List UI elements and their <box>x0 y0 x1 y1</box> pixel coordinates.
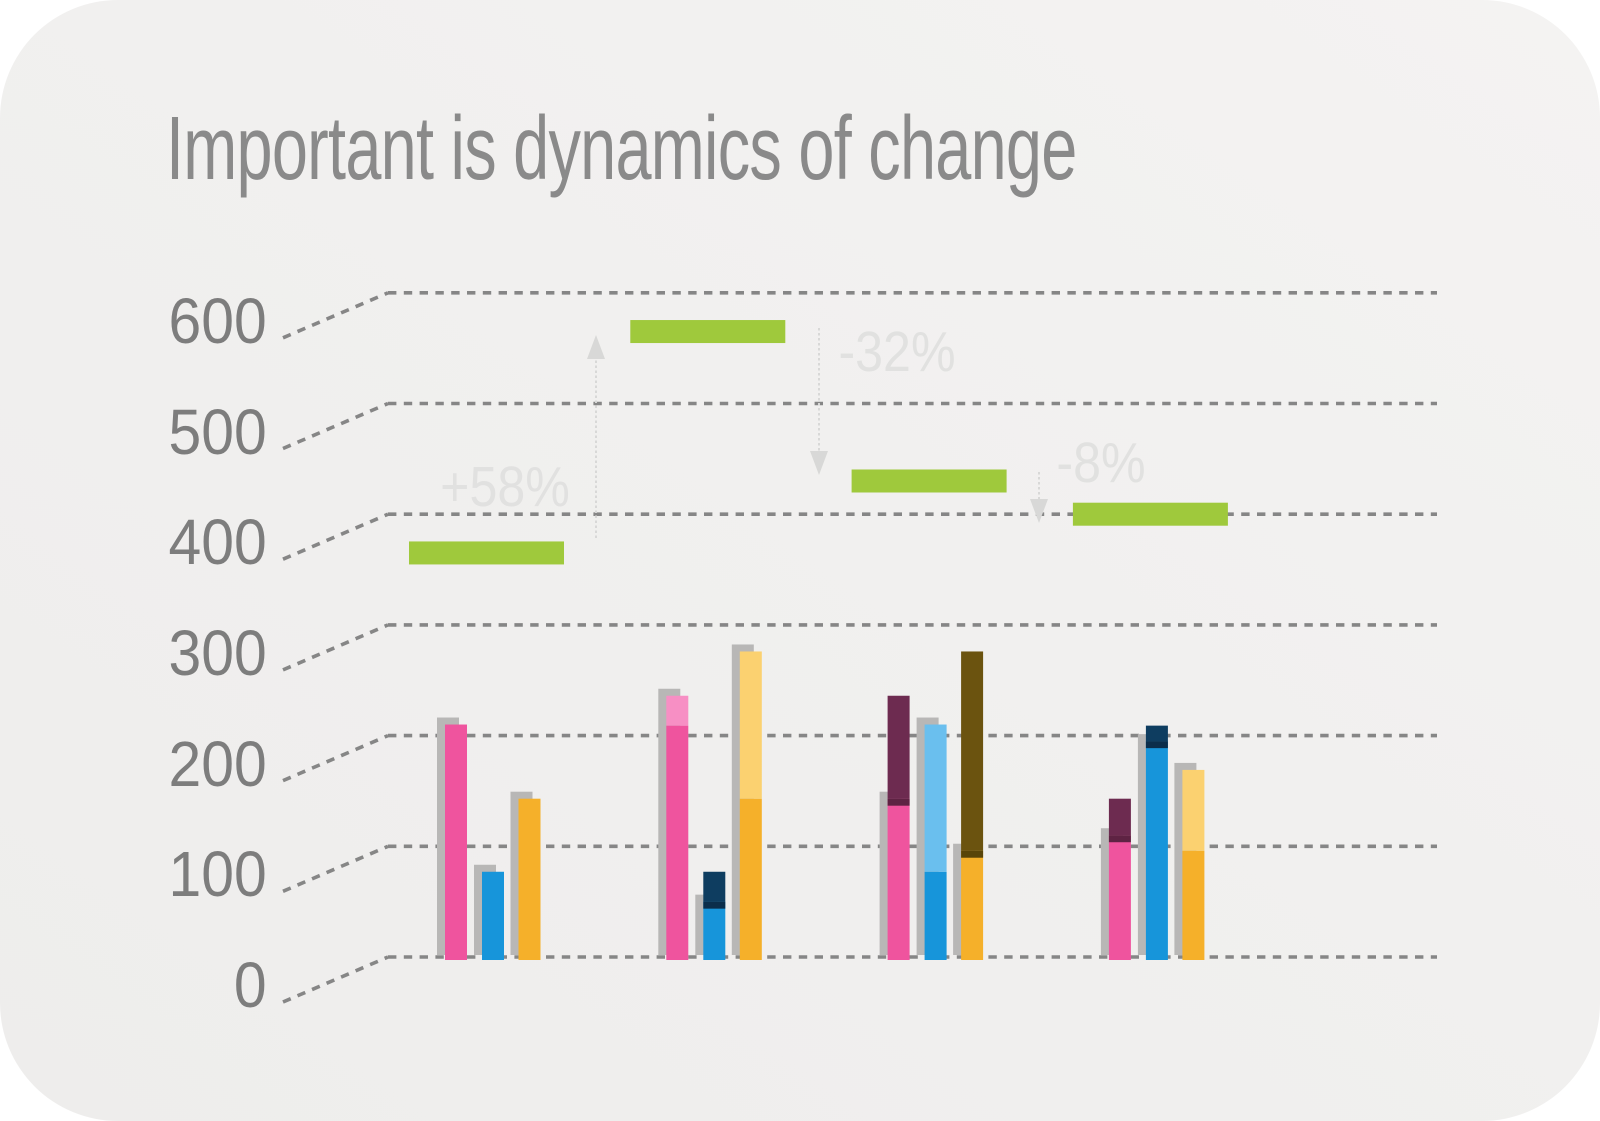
y-axis-tick-300: 300 <box>168 616 267 689</box>
bar-g1-orange-main <box>518 798 541 960</box>
bar-g4-blue-loss-overlap <box>1145 741 1168 749</box>
bar-g2-blue-main <box>703 901 726 960</box>
bar-g4-orange-main <box>1182 850 1205 960</box>
bar-g4-blue-loss <box>1145 725 1168 742</box>
change-label-4: -8% <box>1056 431 1146 495</box>
bar-g3-blue-gain <box>924 724 947 872</box>
bar-g4-orange-gain <box>1182 769 1205 851</box>
trend-arrow-down-icon <box>1030 499 1048 523</box>
bar-g4-pink-loss-overlap <box>1108 835 1131 843</box>
grid-line-300 <box>282 623 1437 672</box>
y-axis-tick-100: 100 <box>168 838 267 911</box>
bar-g3-blue-main <box>924 871 947 960</box>
bar-g2-blue-loss-overlap <box>703 901 726 909</box>
bar-g3-pink-main <box>887 798 910 960</box>
y-axis-tick-600: 600 <box>168 284 267 357</box>
bar-g1-pink-main <box>445 724 467 960</box>
summary-bar-4 <box>1072 502 1228 526</box>
y-axis-tick-200: 200 <box>168 727 267 800</box>
grid-line-500 <box>282 401 1437 451</box>
chart-title: Important is dynamics of change <box>166 99 1077 199</box>
trend-arrow-up-icon <box>587 335 605 359</box>
change-label-2: +58% <box>440 455 570 519</box>
bar-g4-pink-main <box>1108 835 1131 960</box>
bar-g2-orange-gain <box>739 651 762 799</box>
trend-arrow-down-icon <box>810 451 828 475</box>
bar-g2-pink-gain <box>666 695 689 726</box>
grid-line-0 <box>282 955 1437 1004</box>
change-label-3: -32% <box>838 320 956 384</box>
y-axis-tick-400: 400 <box>168 506 267 579</box>
bar-g3-orange-main <box>961 850 984 960</box>
y-axis-tick-500: 500 <box>168 395 267 468</box>
summary-bar-2 <box>630 320 786 344</box>
bar-g3-pink-loss <box>887 695 910 799</box>
bar-g2-blue-loss <box>703 871 726 902</box>
bar-g3-orange-loss <box>961 651 984 851</box>
grid-line-400 <box>282 512 1437 561</box>
grid-line-100 <box>282 844 1437 893</box>
summary-bar-1 <box>409 541 564 565</box>
bar-g2-orange-main <box>739 798 762 960</box>
bar-g4-pink-loss <box>1108 798 1131 836</box>
bar-g2-pink-main <box>666 725 689 960</box>
grid-line-200 <box>282 733 1437 783</box>
bar-g3-orange-loss-overlap <box>961 850 984 858</box>
bar-g3-pink-loss-overlap <box>887 798 910 806</box>
bar-g1-blue-main <box>482 871 504 960</box>
summary-bar-3 <box>851 469 1007 493</box>
grid-line-600 <box>282 291 1437 340</box>
bar-g4-blue-main <box>1145 741 1168 960</box>
y-axis-tick-0: 0 <box>234 949 267 1021</box>
